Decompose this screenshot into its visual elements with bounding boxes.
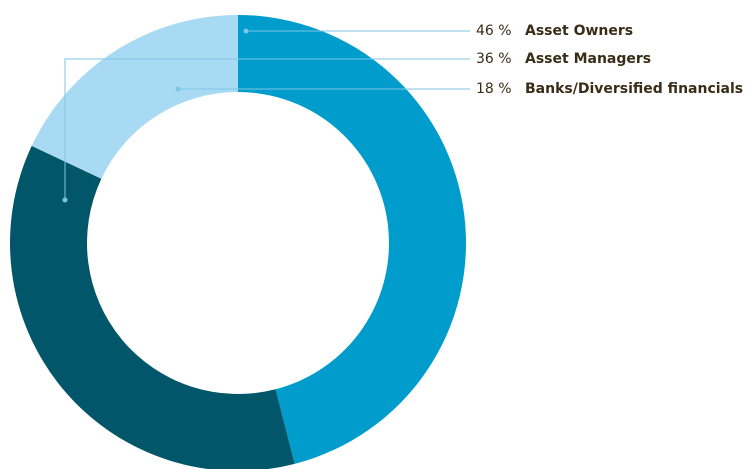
- leader-line: [64, 58, 470, 200]
- value-label: 36 %: [476, 51, 512, 67]
- donut-segment: [31, 15, 238, 179]
- leader-dot: [62, 197, 68, 203]
- leader-dot: [175, 86, 181, 92]
- value-label: 18 %: [476, 81, 512, 97]
- legend-label: Asset Owners: [525, 23, 633, 39]
- donut-segment: [10, 145, 295, 469]
- leader-dot: [243, 28, 249, 34]
- value-label: 46 %: [476, 23, 512, 39]
- legend-label: Banks/Diversified financials: [525, 81, 743, 97]
- donut-segment: [238, 15, 467, 464]
- legend-label: Asset Managers: [525, 51, 651, 67]
